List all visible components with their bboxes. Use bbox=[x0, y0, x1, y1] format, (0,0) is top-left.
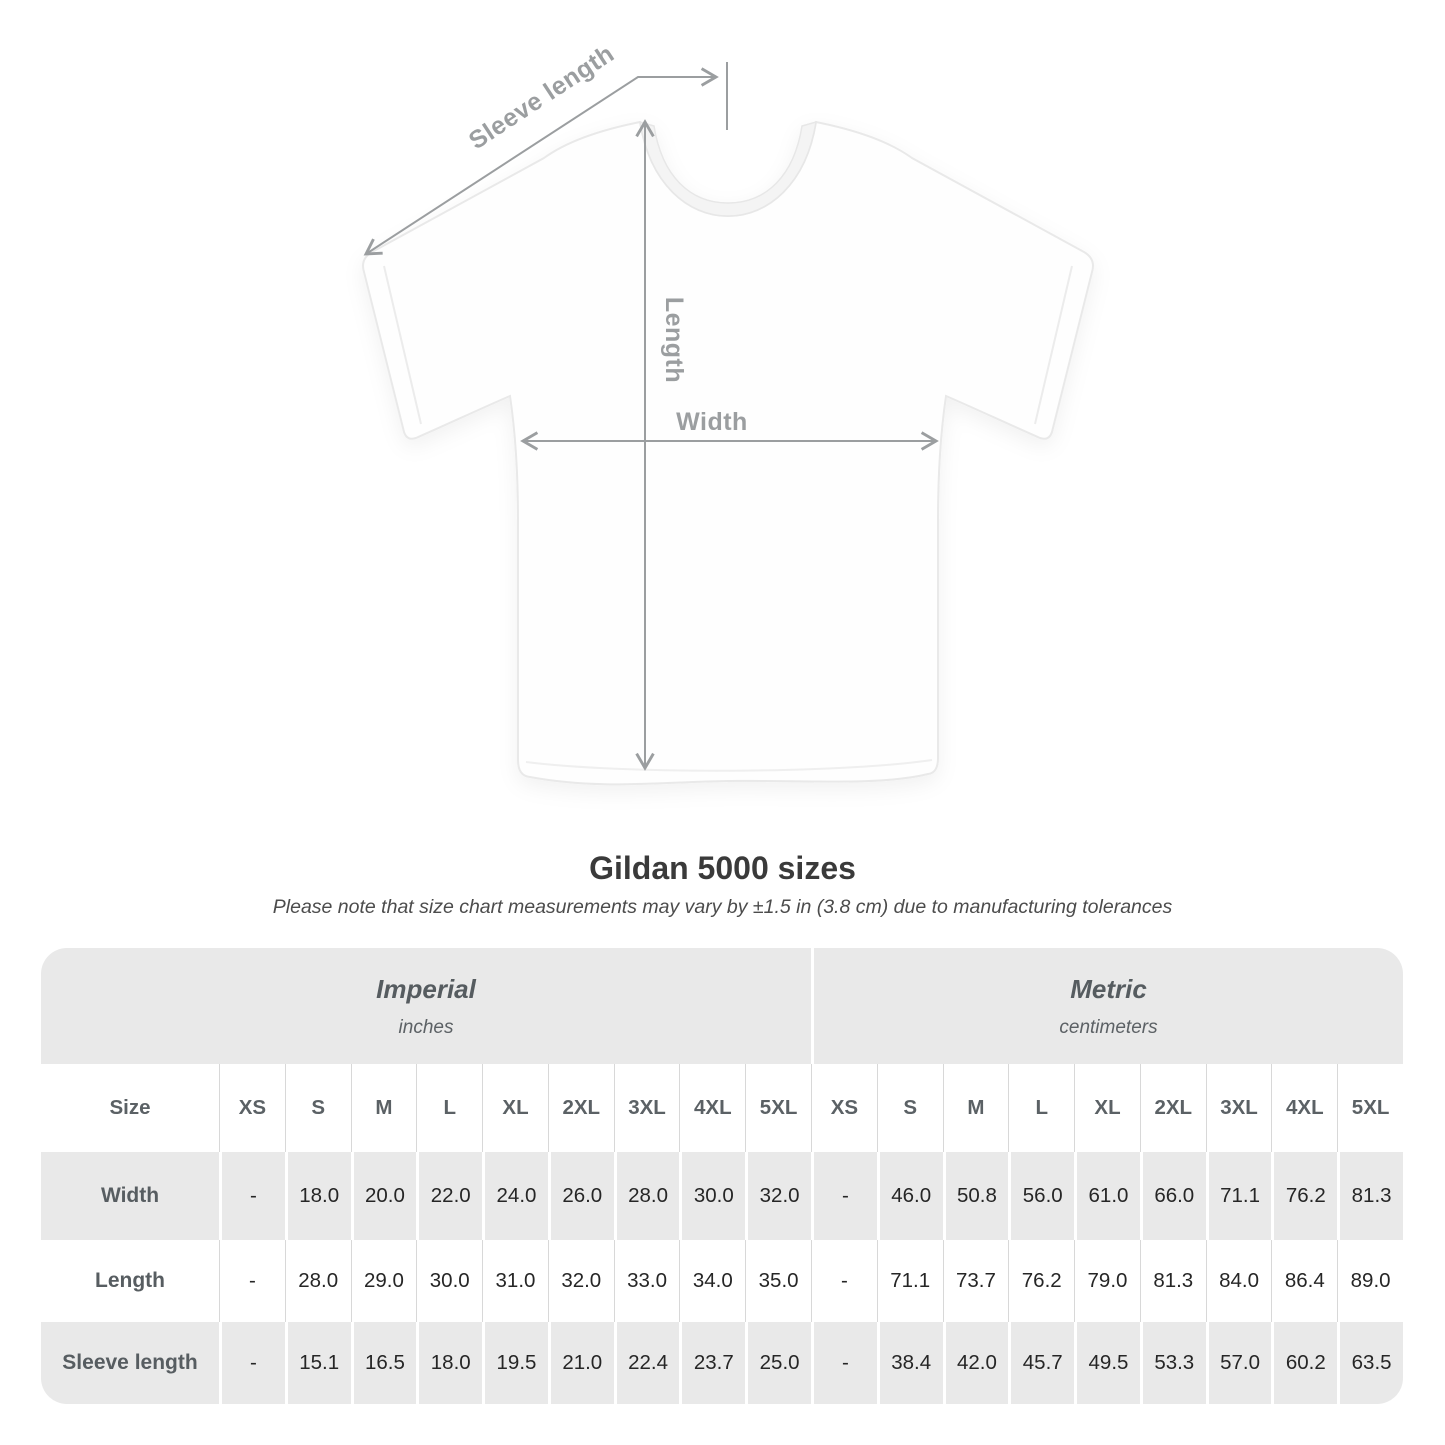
col-header: XS bbox=[219, 1064, 285, 1152]
length-row-label: Length bbox=[41, 1240, 219, 1322]
length-value: 76.2 bbox=[1008, 1240, 1075, 1322]
col-header: 4XL bbox=[1271, 1064, 1338, 1152]
col-header: 3XL bbox=[613, 1064, 680, 1152]
col-header: M bbox=[942, 1064, 1009, 1152]
sleeve-length-value: 60.2 bbox=[1271, 1322, 1338, 1404]
width-value: 46.0 bbox=[876, 1152, 943, 1240]
sleeve-length-value: 21.0 bbox=[547, 1322, 614, 1404]
width-value: 32.0 bbox=[745, 1152, 811, 1240]
width-row-label: Width bbox=[41, 1152, 219, 1240]
length-label: Length bbox=[660, 297, 688, 383]
width-value: 56.0 bbox=[1008, 1152, 1075, 1240]
length-value: 32.0 bbox=[547, 1240, 614, 1322]
sleeve-length-value: - bbox=[219, 1322, 285, 1404]
width-value: 30.0 bbox=[679, 1152, 746, 1240]
width-value: 20.0 bbox=[350, 1152, 417, 1240]
col-header: 4XL bbox=[679, 1064, 746, 1152]
col-header: 5XL bbox=[745, 1064, 811, 1152]
width-value: 24.0 bbox=[482, 1152, 548, 1240]
col-header: 3XL bbox=[1205, 1064, 1272, 1152]
length-value: 84.0 bbox=[1205, 1240, 1272, 1322]
length-value: 73.7 bbox=[942, 1240, 1009, 1322]
width-value: 71.1 bbox=[1205, 1152, 1272, 1240]
sleeve-length-value: 18.0 bbox=[416, 1322, 483, 1404]
length-value: 29.0 bbox=[350, 1240, 417, 1322]
metric-section-unit: centimeters bbox=[1059, 1016, 1158, 1038]
col-header: S bbox=[876, 1064, 943, 1152]
col-header: L bbox=[416, 1064, 483, 1152]
width-label: Width bbox=[676, 408, 748, 436]
sleeve-length-arrow bbox=[363, 67, 719, 256]
col-header: XL bbox=[482, 1064, 548, 1152]
size-chart-table: Imperial inches Metric centimeters Size … bbox=[41, 948, 1403, 1404]
length-value: 31.0 bbox=[482, 1240, 548, 1322]
sleeve-length-value: - bbox=[811, 1322, 877, 1404]
size-header-label: Size bbox=[41, 1064, 219, 1152]
measurement-annotations bbox=[363, 62, 939, 771]
sleeve-length-value: 53.3 bbox=[1139, 1322, 1206, 1404]
metric-section-header: Metric centimeters bbox=[811, 948, 1403, 1064]
sleeve-length-value: 15.1 bbox=[284, 1322, 351, 1404]
sleeve-length-value: 16.5 bbox=[350, 1322, 417, 1404]
metric-section-title: Metric bbox=[1070, 973, 1147, 1004]
length-value: - bbox=[219, 1240, 285, 1322]
page-title: Gildan 5000 sizes bbox=[589, 850, 856, 886]
col-header: XL bbox=[1074, 1064, 1140, 1152]
sleeve-length-value: 63.5 bbox=[1337, 1322, 1403, 1404]
sleeve-length-value: 49.5 bbox=[1074, 1322, 1140, 1404]
length-value: 28.0 bbox=[284, 1240, 351, 1322]
length-value: 81.3 bbox=[1139, 1240, 1206, 1322]
col-header: XS bbox=[811, 1064, 877, 1152]
col-header: S bbox=[284, 1064, 351, 1152]
width-value: 66.0 bbox=[1139, 1152, 1206, 1240]
imperial-section-title: Imperial bbox=[376, 973, 476, 1004]
sleeve-length-value: 19.5 bbox=[482, 1322, 548, 1404]
length-value: 86.4 bbox=[1271, 1240, 1338, 1322]
width-value: 18.0 bbox=[284, 1152, 351, 1240]
width-value: 76.2 bbox=[1271, 1152, 1338, 1240]
length-value: 35.0 bbox=[745, 1240, 811, 1322]
sleeve-length-value: 25.0 bbox=[745, 1322, 811, 1404]
length-value: 71.1 bbox=[876, 1240, 943, 1322]
length-value: 79.0 bbox=[1074, 1240, 1140, 1322]
sleeve-length-value: 22.4 bbox=[613, 1322, 680, 1404]
imperial-section-header: Imperial inches bbox=[41, 948, 811, 1064]
width-value: 61.0 bbox=[1074, 1152, 1140, 1240]
sleeve-length-value: 23.7 bbox=[679, 1322, 746, 1404]
width-value: 28.0 bbox=[613, 1152, 680, 1240]
sleeve-length-row-label: Sleeve length bbox=[41, 1322, 219, 1404]
tshirt-measurement-diagram: Sleeve length Length Width bbox=[362, 39, 1094, 786]
width-value: - bbox=[811, 1152, 877, 1240]
tshirt-shape bbox=[362, 120, 1094, 786]
length-value: 30.0 bbox=[416, 1240, 483, 1322]
col-header: M bbox=[350, 1064, 417, 1152]
sleeve-length-value: 38.4 bbox=[876, 1322, 943, 1404]
tshirt-diagram-svg: Sleeve length Length Width bbox=[362, 39, 1094, 786]
col-header: 5XL bbox=[1337, 1064, 1403, 1152]
length-value: 34.0 bbox=[679, 1240, 746, 1322]
imperial-section-unit: inches bbox=[398, 1016, 454, 1038]
width-value: - bbox=[219, 1152, 285, 1240]
col-header: 2XL bbox=[1139, 1064, 1206, 1152]
length-value: 89.0 bbox=[1337, 1240, 1403, 1322]
length-value: - bbox=[811, 1240, 877, 1322]
width-value: 81.3 bbox=[1337, 1152, 1403, 1240]
width-value: 22.0 bbox=[416, 1152, 483, 1240]
col-header: L bbox=[1008, 1064, 1075, 1152]
col-header: 2XL bbox=[547, 1064, 614, 1152]
sleeve-length-value: 42.0 bbox=[942, 1322, 1009, 1404]
sleeve-length-value: 45.7 bbox=[1008, 1322, 1075, 1404]
width-value: 26.0 bbox=[547, 1152, 614, 1240]
sleeve-length-value: 57.0 bbox=[1205, 1322, 1272, 1404]
width-value: 50.8 bbox=[942, 1152, 1009, 1240]
length-value: 33.0 bbox=[613, 1240, 680, 1322]
tolerance-note: Please note that size chart measurements… bbox=[272, 896, 1173, 918]
